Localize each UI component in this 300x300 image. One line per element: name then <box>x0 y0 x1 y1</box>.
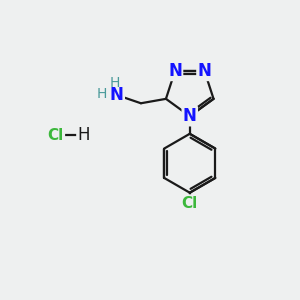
Text: N: N <box>110 86 124 104</box>
Text: N: N <box>197 62 212 80</box>
Text: H: H <box>77 126 90 144</box>
Text: Cl: Cl <box>48 128 64 143</box>
Text: H: H <box>96 86 107 100</box>
Text: Cl: Cl <box>182 196 198 211</box>
Text: N: N <box>168 62 182 80</box>
Text: H: H <box>110 76 121 90</box>
Text: N: N <box>183 107 197 125</box>
